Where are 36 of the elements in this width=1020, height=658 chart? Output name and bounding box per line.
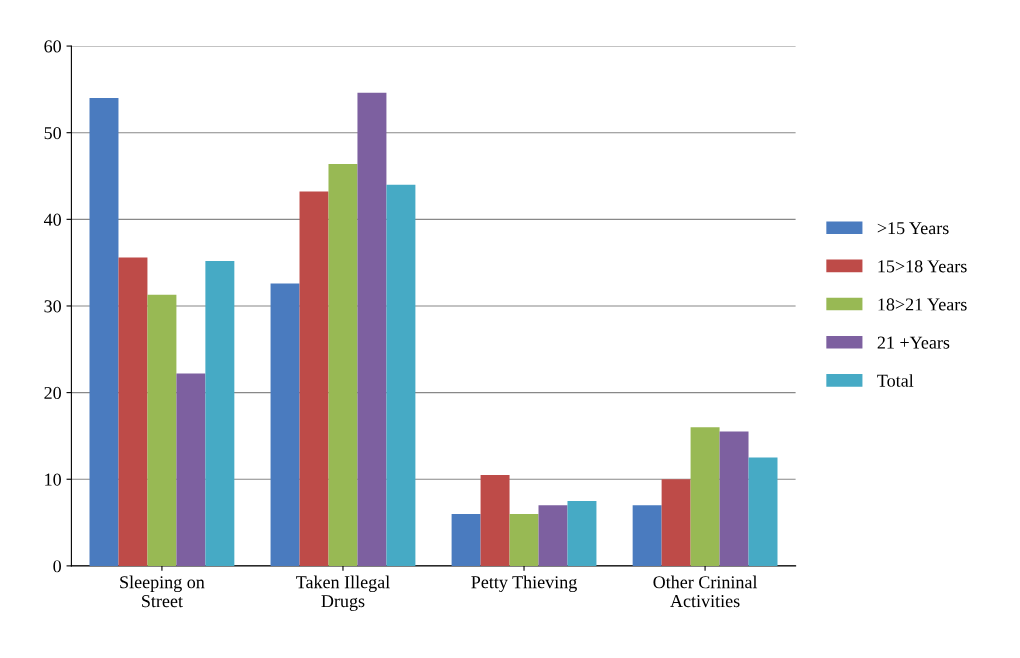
bar	[176, 373, 206, 566]
bar	[386, 184, 416, 566]
y-tick-label: 40	[43, 213, 61, 226]
bar	[748, 457, 778, 566]
bar	[147, 294, 177, 566]
y-tick-label: 60	[44, 40, 61, 53]
y-tick-label: 10	[45, 473, 61, 486]
bar	[205, 260, 235, 566]
bar	[480, 474, 510, 566]
legend-label: Total	[877, 374, 914, 387]
x-tick-label: Other Crininal Activities	[653, 575, 758, 608]
x-tick-label: Petty Thieving	[471, 575, 577, 593]
y-tick-label: 50	[44, 126, 61, 140]
bar	[632, 505, 662, 566]
bar	[357, 92, 387, 566]
legend-label: 18>21 Years	[878, 298, 967, 311]
bar	[538, 505, 568, 566]
y-tick-label: 0	[53, 560, 61, 573]
x-tick-label: Taken Illegal Drugs	[296, 575, 390, 611]
legend-label: >15 Years	[877, 222, 949, 235]
y-tick-label: 20	[44, 386, 61, 400]
bar	[690, 427, 720, 566]
legend-label: 15>18 Years	[878, 260, 967, 273]
y-tick-label: 30	[44, 300, 61, 313]
x-tick-label: Sleeping on Street	[120, 575, 205, 608]
bar	[567, 500, 597, 566]
bar	[328, 163, 358, 566]
bar	[509, 513, 539, 566]
bar	[719, 431, 749, 566]
bar	[299, 191, 329, 566]
legend-label: 21 +Years	[877, 336, 950, 349]
bar	[270, 283, 300, 566]
bar	[89, 98, 119, 566]
bar	[118, 257, 148, 566]
bar	[661, 479, 691, 566]
bar	[451, 513, 481, 566]
